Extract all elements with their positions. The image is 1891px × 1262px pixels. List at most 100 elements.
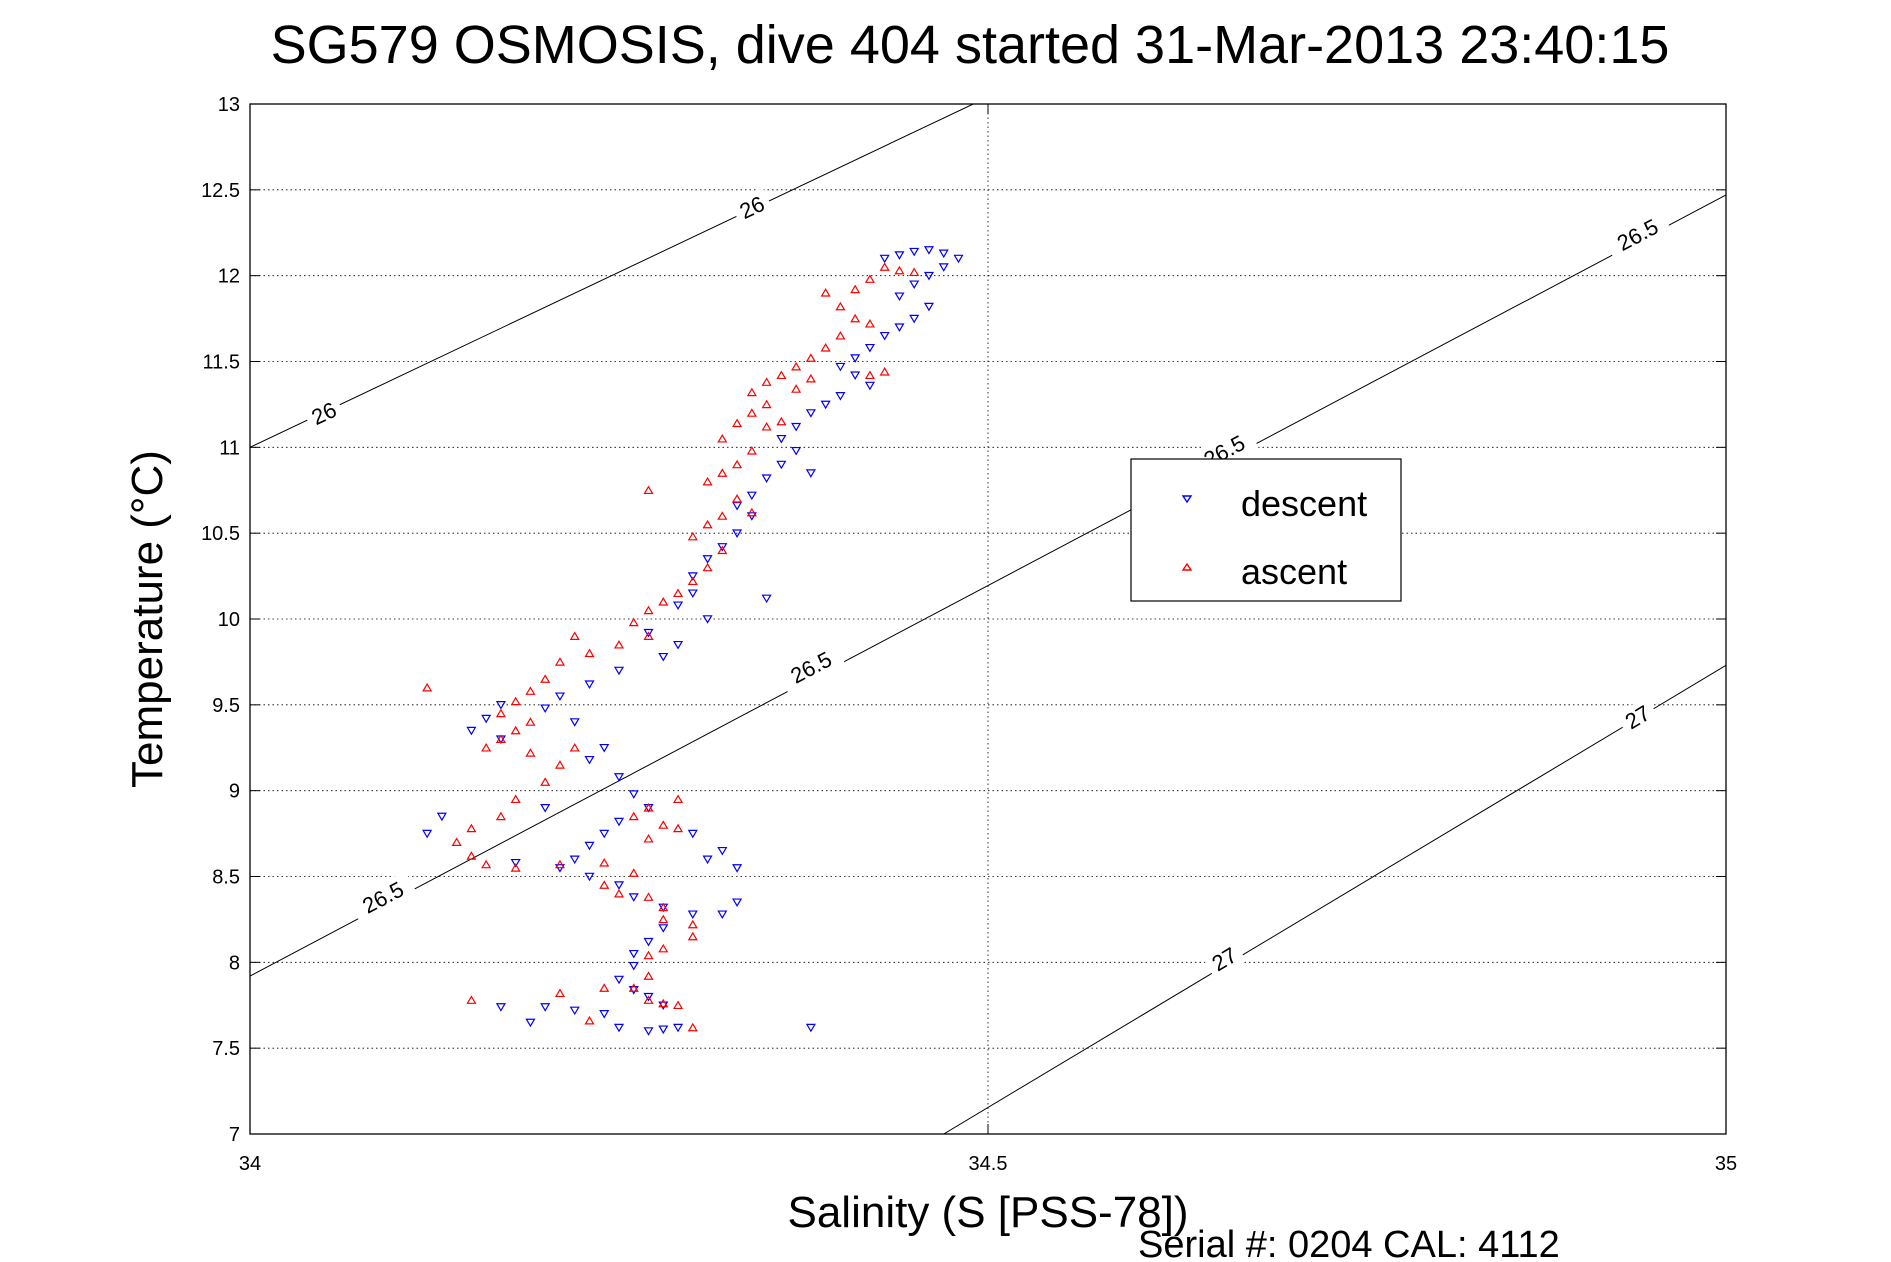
ascent-point (643, 995, 654, 1004)
descent-point (923, 246, 935, 255)
descent-point (584, 755, 595, 765)
ascent-point (658, 998, 669, 1008)
ascent-point (466, 995, 477, 1004)
descent-point (658, 1025, 669, 1035)
ascent-point (658, 943, 669, 953)
descent-point (613, 975, 625, 985)
descent-point (820, 400, 831, 410)
isopycnal-label-bg (301, 393, 346, 433)
isopycnal-label-bg (776, 640, 846, 694)
ascent-point (658, 820, 669, 829)
x-tick-label: 34.5 (969, 1153, 1008, 1175)
descent-point (864, 343, 875, 353)
ascent-point (569, 742, 580, 752)
descent-point (717, 543, 728, 552)
ascent-point (732, 418, 743, 428)
isopycnal-label-bg (1202, 938, 1247, 980)
ascent-point (864, 274, 875, 283)
descent-point (613, 1023, 625, 1033)
y-tick-label: 11.5 (203, 352, 240, 374)
descent-point (894, 251, 905, 260)
ascent-point (776, 416, 787, 426)
ascent-point (879, 262, 890, 271)
ascent-point (702, 519, 713, 529)
ascent-point (510, 725, 521, 735)
descent-point (746, 491, 757, 501)
ascent-point (746, 387, 757, 397)
descent-point (658, 652, 669, 662)
y-tick-label: 9 (229, 781, 240, 803)
descent-point (850, 371, 861, 381)
ascent-point (672, 588, 684, 598)
ascent-point (643, 485, 654, 495)
descent-point (628, 893, 639, 902)
ascent-point (628, 811, 639, 821)
descent-point (702, 855, 713, 865)
ascent-point (495, 811, 506, 821)
descent-point (687, 910, 698, 920)
isopycnal-line-26.5 (250, 194, 1726, 977)
data-points (422, 246, 964, 1036)
descent-point (717, 910, 728, 920)
ascent-point (554, 657, 566, 666)
ascent-point (687, 531, 698, 541)
isopycnal-label-26: 26 (730, 187, 774, 227)
ascent-point (643, 833, 654, 843)
ascent-point (909, 267, 920, 277)
isopycnal-label-bg (348, 870, 418, 924)
descent-point (923, 302, 935, 312)
descent-point (672, 640, 684, 650)
descent-point (938, 263, 949, 272)
legend-descent-label: descent (1241, 483, 1367, 524)
descent-point (643, 992, 654, 1002)
ascent-point (495, 708, 506, 718)
ascent-point (584, 648, 595, 658)
descent-point (791, 422, 802, 432)
descent-point (879, 254, 890, 264)
ascent-point (540, 674, 551, 683)
ascent-point (540, 777, 551, 786)
descent-point (658, 924, 669, 933)
descent-point (569, 1006, 580, 1016)
descent-point (953, 254, 964, 264)
ascent-point (643, 892, 654, 901)
ascent-point (776, 370, 787, 380)
y-tick-label: 12.5 (201, 180, 240, 202)
ascent-point (850, 313, 861, 323)
ascent-point (850, 284, 861, 294)
descent-point (909, 280, 920, 290)
descent-point (923, 271, 935, 281)
descent-point (776, 460, 787, 470)
descent-point (584, 841, 595, 851)
y-tick-label: 10.5 (201, 523, 240, 545)
ascent-point (643, 803, 654, 812)
axis-ticks: 34 34.5 35 7 7.5 8 8.5 9 9.5 10 10.5 11 11.5 12 12.5 13 (201, 94, 1737, 1175)
ascent-point (643, 605, 654, 615)
descent-point (732, 898, 743, 908)
descent-point (540, 804, 551, 813)
ascent-point (584, 1015, 595, 1025)
ascent-point (481, 742, 492, 752)
ascent-point (672, 823, 684, 833)
ascent-point (525, 717, 536, 726)
y-tick-label: 9.5 (212, 695, 240, 717)
ascent-point (761, 421, 772, 431)
descent-point (776, 434, 787, 444)
legend-descent-marker (1181, 495, 1193, 504)
y-tick-label: 11 (219, 437, 240, 459)
ascent-point (628, 868, 639, 877)
descent-point (628, 949, 639, 959)
chart-title: SG579 OSMOSIS, dive 404 started 31-Mar-2… (271, 15, 1670, 75)
y-tick-label: 13 (218, 94, 240, 116)
descent-point (805, 1023, 816, 1033)
descent-point (599, 743, 610, 753)
descent-point (643, 937, 654, 947)
ascent-point (687, 1022, 698, 1032)
descent-point (584, 872, 595, 882)
ascent-point (554, 760, 566, 769)
ascent-point (791, 384, 802, 393)
descent-point (643, 628, 654, 638)
descent-point (687, 589, 698, 599)
ascent-point (643, 950, 654, 960)
